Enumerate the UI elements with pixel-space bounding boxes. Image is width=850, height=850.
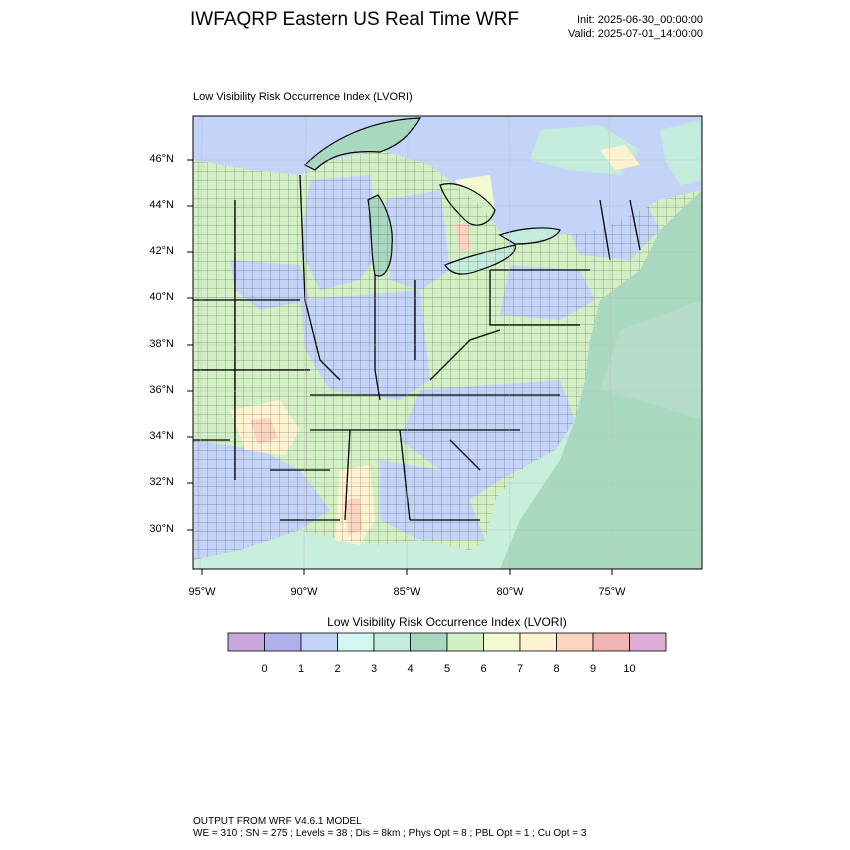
canada-east-patch bbox=[660, 120, 702, 185]
lat-label-36: 36°N bbox=[149, 384, 174, 396]
atlantic-ocean bbox=[500, 190, 702, 569]
colorbar-tick-label: 4 bbox=[407, 663, 414, 675]
lat-label-40: 40°N bbox=[149, 291, 174, 303]
map-frame bbox=[192, 115, 703, 570]
colorbar-title: Low Visibility Risk Occurrence Index (LV… bbox=[327, 615, 567, 629]
lat-label-38: 38°N bbox=[149, 338, 174, 350]
lon-label-90: 90°W bbox=[290, 586, 318, 598]
lon-label-85: 85°W bbox=[393, 586, 421, 598]
map-field bbox=[193, 116, 702, 569]
colorbar-swatch bbox=[519, 632, 557, 652]
lat-label-42: 42°N bbox=[149, 245, 174, 257]
colorbar-swatch bbox=[300, 632, 338, 652]
state-boundaries bbox=[193, 174, 641, 521]
colorbar-tick-label: 2 bbox=[334, 663, 341, 675]
colorbar-tick-label: 0 bbox=[261, 663, 268, 675]
footer-model-line: OUTPUT FROM WRF V4.6.1 MODEL bbox=[193, 816, 362, 827]
page-title: IWFAQRP Eastern US Real Time WRF bbox=[190, 9, 520, 30]
colorbar-swatch bbox=[483, 632, 521, 652]
field-title: Low Visibility Risk Occurrence Index (LV… bbox=[193, 91, 413, 103]
footer-config-line: WE = 310 ; SN = 275 ; Levels = 38 ; Dis … bbox=[193, 828, 587, 839]
colorbar-swatch bbox=[446, 632, 484, 652]
county-lines bbox=[193, 150, 702, 560]
lat-label-32: 32°N bbox=[149, 476, 174, 488]
colorbar-swatch bbox=[629, 632, 667, 652]
axis-ticks bbox=[187, 159, 613, 575]
canada-warm-patch bbox=[600, 145, 640, 170]
atlantic-shading bbox=[600, 300, 702, 420]
colorbar bbox=[227, 632, 667, 652]
colorbar-swatch bbox=[373, 632, 411, 652]
colorbar-tick-label: 1 bbox=[297, 663, 305, 675]
colorbar-swatch bbox=[592, 632, 630, 652]
valid-time: Valid: 2025-07-01_14:00:00 bbox=[568, 28, 703, 40]
colorbar-swatch bbox=[410, 632, 448, 652]
lat-label-46: 46°N bbox=[149, 153, 174, 165]
lat-label-44: 44°N bbox=[149, 199, 174, 211]
colorbar-tick-label: 5 bbox=[443, 663, 451, 675]
init-time: Init: 2025-06-30_00:00:00 bbox=[577, 14, 703, 26]
graticule bbox=[193, 116, 702, 569]
colorbar-tick-label: 6 bbox=[480, 663, 487, 675]
lon-label-80: 80°W bbox=[496, 586, 524, 598]
lat-label-30: 30°N bbox=[149, 523, 174, 535]
colorbar-swatch bbox=[337, 632, 375, 652]
lake-superior bbox=[303, 117, 422, 171]
colorbar-tick-label: 10 bbox=[623, 663, 636, 675]
colorbar-swatch bbox=[556, 632, 594, 652]
lon-label-95: 95°W bbox=[188, 586, 216, 598]
colorbar-swatch bbox=[264, 632, 302, 652]
colorbar-tick-label: 7 bbox=[516, 663, 524, 675]
colorbar-swatch bbox=[227, 632, 265, 652]
colorbar-tick-label: 8 bbox=[553, 663, 560, 675]
colorbar-tick-label: 9 bbox=[589, 663, 597, 675]
colorbar-tick-label: 3 bbox=[370, 663, 378, 675]
lon-label-75: 75°W bbox=[598, 586, 626, 598]
lat-label-34: 34°N bbox=[149, 430, 174, 442]
